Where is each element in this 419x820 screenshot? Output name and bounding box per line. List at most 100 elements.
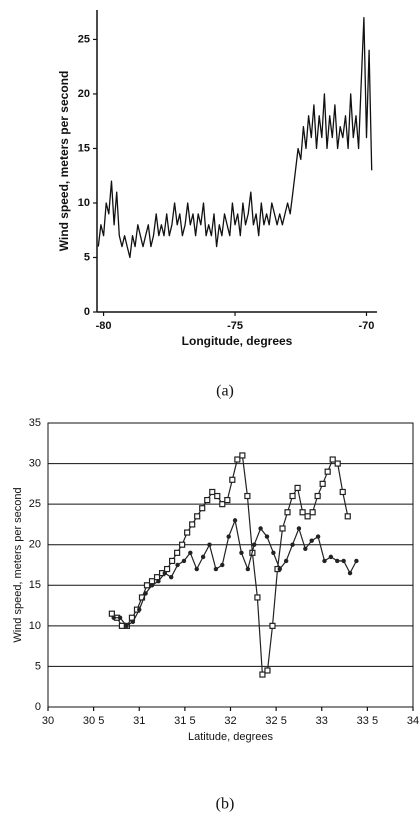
y-tick-label: 30	[29, 457, 41, 469]
y-tick-label: 0	[35, 701, 41, 713]
x-tick-label: 32 5	[265, 715, 286, 727]
marker	[335, 558, 340, 564]
marker	[347, 570, 353, 576]
marker	[168, 574, 174, 580]
marker	[224, 496, 231, 504]
marker	[214, 492, 221, 500]
x-tick-label: -80	[96, 320, 112, 332]
marker	[156, 579, 161, 584]
marker	[284, 509, 291, 516]
marker	[328, 554, 334, 560]
marker	[219, 501, 226, 508]
x-tick-label: -70	[359, 320, 375, 332]
marker	[179, 541, 186, 548]
caption: (b)	[216, 796, 235, 813]
marker	[269, 622, 276, 629]
x-tick-label: 31	[133, 715, 145, 727]
x-tick-label: 33	[316, 715, 328, 727]
marker	[130, 619, 136, 624]
marker	[181, 558, 187, 564]
marker	[319, 480, 326, 487]
series-line	[111, 454, 349, 676]
y-tick-label: 15	[78, 142, 90, 154]
marker	[239, 550, 244, 556]
x-tick-label: -75	[227, 320, 243, 332]
marker	[344, 513, 351, 520]
marker	[226, 534, 231, 539]
chart: 0 5 10 15 20 25 -80 -75 -70 Longitude, degrees Win…	[57, 10, 377, 400]
marker	[289, 492, 296, 500]
marker	[148, 578, 156, 585]
marker	[315, 534, 321, 539]
marker	[264, 534, 270, 539]
y-tick-label: 5	[84, 251, 90, 263]
marker	[213, 566, 219, 572]
marker	[194, 513, 201, 520]
marker	[175, 562, 180, 568]
series-line	[97, 16, 373, 259]
marker	[234, 456, 241, 463]
y-axis-label: Wind speed, meters per second	[12, 487, 24, 642]
y-tick-label: 10	[78, 197, 90, 209]
x-axis-label: Longitude, degrees	[182, 334, 293, 348]
marker	[200, 554, 206, 560]
marker	[294, 484, 301, 492]
marker	[271, 550, 276, 556]
marker	[264, 667, 271, 674]
marker	[143, 582, 151, 589]
plot-frame	[47, 422, 414, 708]
marker	[207, 542, 212, 547]
marker	[309, 538, 314, 543]
marker	[329, 456, 336, 463]
marker	[341, 558, 346, 564]
marker	[209, 488, 216, 496]
marker	[239, 452, 246, 459]
marker	[354, 558, 359, 564]
marker	[309, 509, 316, 516]
marker	[169, 557, 176, 565]
marker	[244, 492, 251, 500]
marker	[162, 570, 167, 576]
marker	[117, 615, 123, 620]
marker	[220, 562, 225, 568]
marker	[232, 518, 238, 523]
y-tick-label: 10	[29, 620, 41, 632]
marker	[149, 583, 155, 588]
caption: (a)	[216, 383, 234, 400]
marker	[252, 542, 257, 547]
marker	[339, 488, 346, 496]
marker	[322, 558, 327, 564]
marker	[290, 542, 295, 547]
marker	[296, 526, 302, 531]
x-tick-label: 30 5	[83, 715, 104, 727]
marker	[324, 468, 331, 475]
x-tick-label: 31 5	[174, 715, 195, 727]
y-tick-label: 0	[84, 306, 90, 318]
marker	[184, 529, 191, 536]
marker	[137, 607, 142, 612]
marker	[118, 622, 126, 629]
y-tick-label: 35	[29, 417, 41, 429]
x-axis-label: Latitude, degrees	[188, 731, 274, 743]
y-tick-label: 15	[29, 579, 41, 591]
marker	[304, 513, 311, 520]
marker	[258, 526, 263, 531]
y-tick-label: 25	[78, 33, 90, 45]
x-tick-label: 32	[224, 715, 236, 727]
x-tick-label: 34	[407, 715, 419, 727]
marker	[108, 610, 115, 617]
x-tick-label: 33 5	[357, 715, 378, 727]
marker	[334, 460, 341, 467]
y-tick-label: 20	[78, 88, 90, 100]
chart: 0 5 10 15 20 25 30 35 30 30 5 31 31 5 32 32 5 33 33 5 34…	[12, 417, 419, 813]
marker	[111, 615, 116, 620]
marker	[194, 566, 199, 572]
marker	[163, 565, 171, 573]
marker	[254, 594, 261, 601]
marker	[153, 574, 161, 581]
y-tick-label: 20	[29, 539, 41, 551]
y-axis-label: Wind speed, meters per second	[57, 71, 71, 252]
marker	[314, 492, 321, 500]
marker	[283, 558, 289, 564]
